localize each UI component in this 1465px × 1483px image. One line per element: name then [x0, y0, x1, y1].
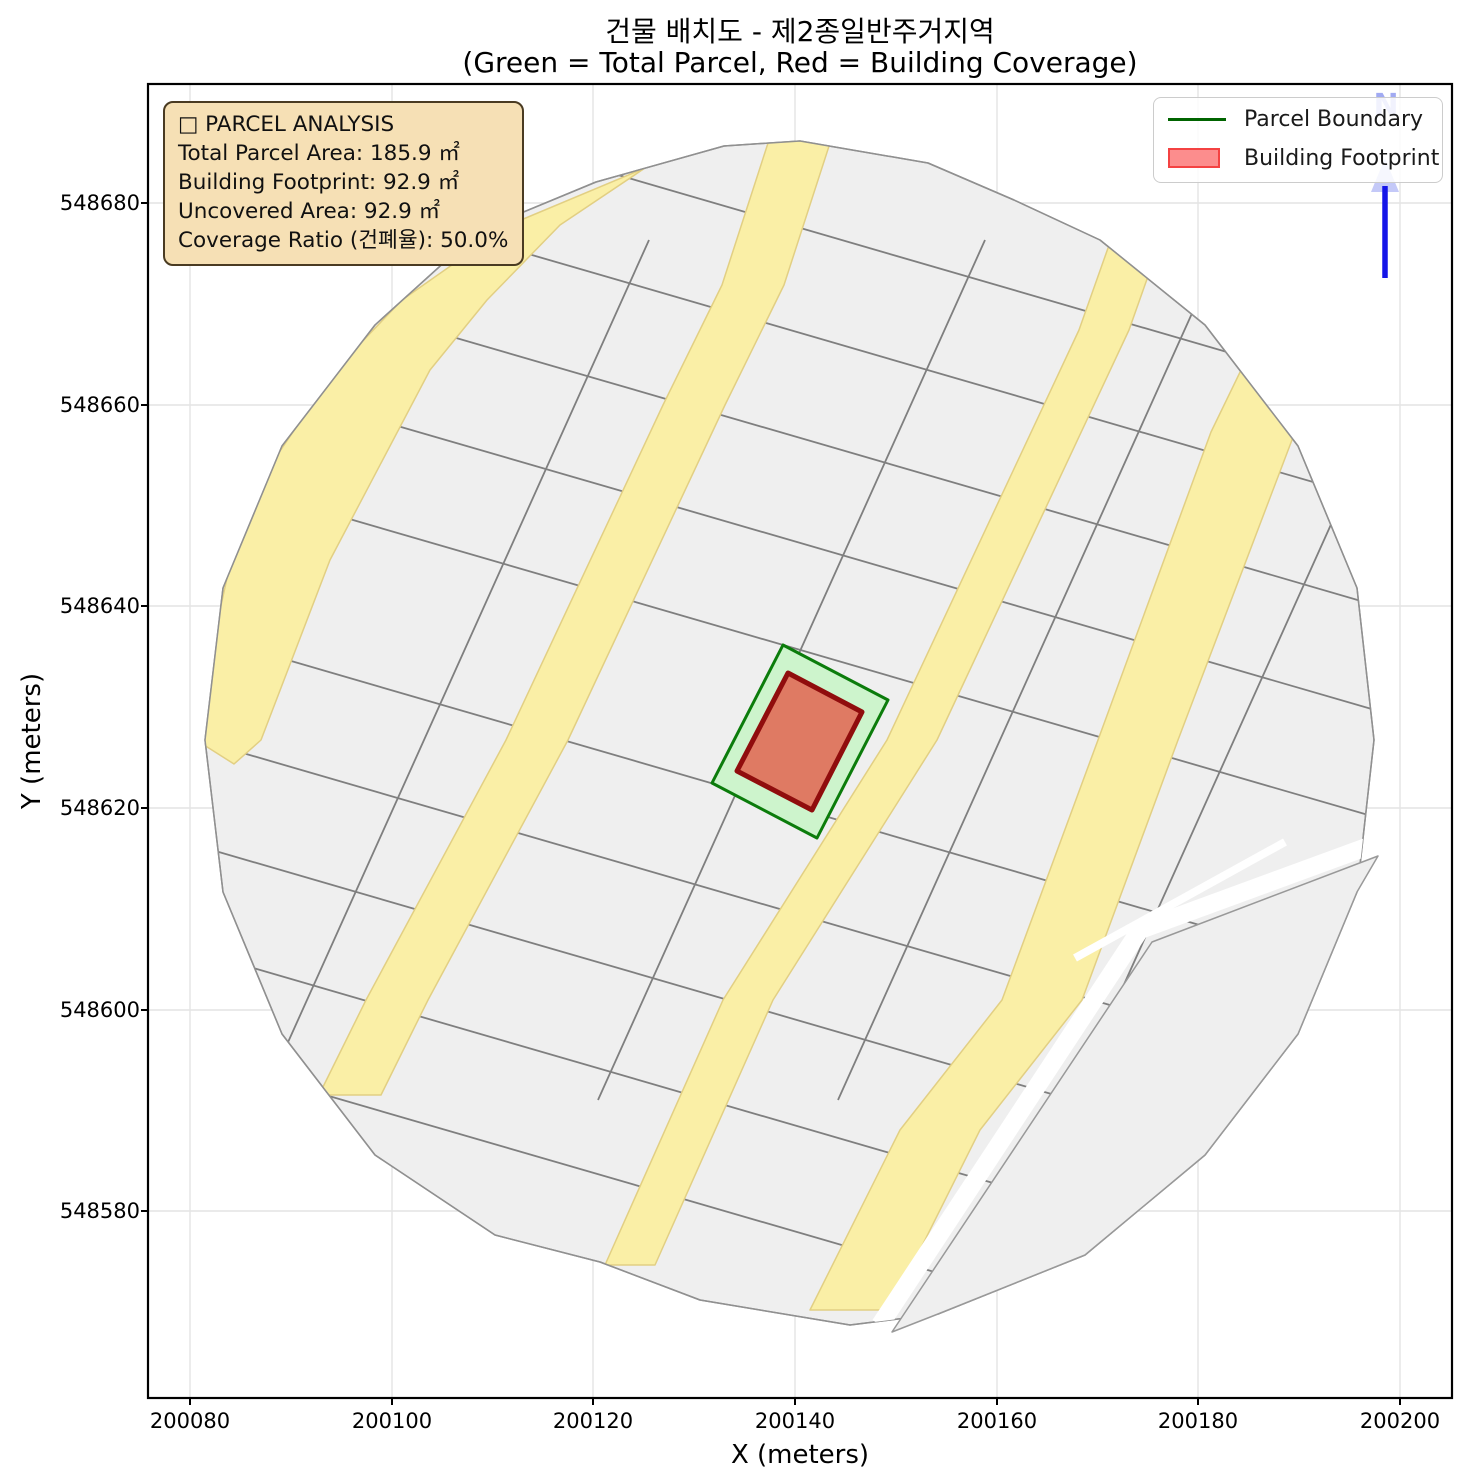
x-tick-label: 200200 [1359, 1409, 1441, 1433]
building-footprint-area: Building Footprint: 92.9 ㎡ [178, 170, 460, 195]
chart-title: 건물 배치도 - 제2종일반주거지역 [605, 15, 995, 48]
road-gap [872, 836, 1374, 1325]
x-tick-label: 200140 [754, 1409, 836, 1433]
y-tick-label: 548580 [59, 1199, 140, 1223]
building-footprint-swatch [1168, 148, 1230, 168]
road-band [604, 199, 1176, 1266]
total-parcel-area: Total Parcel Area: 185.9 ㎡ [178, 141, 460, 166]
red-patch-icon [1168, 148, 1220, 168]
legend-label: Building Footprint [1244, 145, 1440, 171]
y-tick-label: 548680 [59, 191, 140, 215]
x-tick-label: 200080 [149, 1409, 231, 1433]
subdivision-line [1071, 239, 1374, 1101]
x-tick-label: 200100 [351, 1409, 433, 1433]
legend-label: Parcel Boundary [1244, 106, 1424, 132]
legend-item-building-footprint: Building Footprint [1168, 139, 1439, 177]
x-axis-label: X (meters) [730, 1440, 870, 1470]
y-tick-label: 548640 [59, 594, 140, 618]
parcel-analysis-title: □ PARCEL ANALYSIS [178, 112, 395, 137]
road-crescent [205, 167, 646, 765]
green-line-icon [1168, 117, 1226, 121]
subdivision-line [243, 239, 650, 1141]
legend-item-parcel-boundary: Parcel Boundary [1168, 100, 1423, 138]
uncovered-area: Uncovered Area: 92.9 ㎡ [178, 199, 441, 224]
y-tick-label: 548620 [59, 796, 140, 820]
building-footprint [734, 670, 865, 813]
chart-subtitle: (Green = Total Parcel, Red = Building Co… [462, 46, 1138, 79]
x-tick-label: 200160 [956, 1409, 1038, 1433]
parcel-boundary-swatch [1168, 117, 1230, 121]
plot-frame [146, 82, 1454, 1400]
road-gap-fork [1073, 838, 1287, 962]
parcel-line [205, 1043, 1374, 1325]
y-tick-label: 548660 [59, 393, 140, 417]
x-tick-label: 200120 [552, 1409, 634, 1433]
subdivision-line [837, 239, 1226, 1101]
legend: Parcel Boundary Building Footprint [1153, 97, 1443, 183]
coverage-ratio: Coverage Ratio (건폐율): 50.0% [178, 228, 509, 253]
parcel-analysis-box: □ PARCEL ANALYSIS Total Parcel Area: 185… [163, 101, 525, 266]
x-tick-label: 200180 [1157, 1409, 1239, 1433]
y-tick-label: 548600 [59, 998, 140, 1022]
road-band [318, 141, 832, 1096]
y-axis-label: Y (meters) [17, 672, 47, 810]
wedge-parcel [891, 855, 1379, 1333]
